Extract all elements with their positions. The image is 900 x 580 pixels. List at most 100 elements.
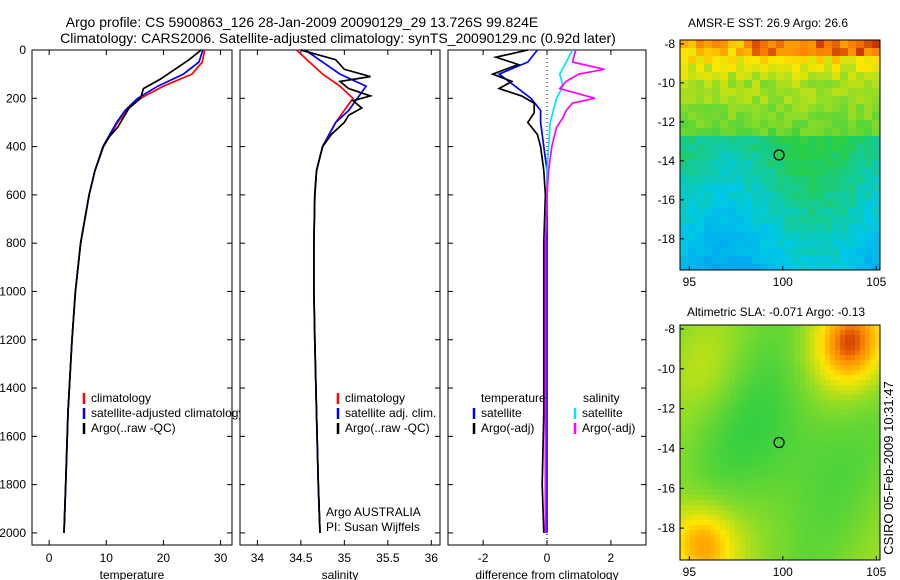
sla-cell (745, 490, 751, 496)
sla-cell (720, 465, 726, 471)
sst-cell (824, 160, 833, 169)
sla-cell (725, 385, 731, 391)
sst-cell (704, 192, 713, 201)
sla-cell (755, 395, 761, 401)
sla-cell (875, 480, 881, 486)
sst-cell (720, 104, 729, 113)
sla-cell (860, 385, 866, 391)
sst-cell (768, 192, 777, 201)
sla-cell (800, 400, 806, 406)
sla-cell (740, 350, 746, 356)
sla-cell (710, 460, 716, 466)
sla-cell (825, 325, 831, 331)
sla-cell (755, 365, 761, 371)
sla-cell (680, 490, 686, 496)
sla-cell (750, 550, 756, 556)
sst-cell (872, 200, 881, 209)
sst-cell (840, 208, 849, 217)
sst-cell (760, 160, 769, 169)
sla-cell (760, 395, 766, 401)
sla-cell (730, 450, 736, 456)
sla-cell (865, 550, 871, 556)
sst-cell (832, 112, 841, 121)
sla-cell (810, 345, 816, 351)
sla-cell (690, 555, 696, 561)
sla-cell (805, 545, 811, 551)
sla-cell (865, 445, 871, 451)
sst-cell (736, 240, 745, 249)
sst-cell (832, 248, 841, 257)
sla-cell (775, 345, 781, 351)
sst-cell (776, 216, 785, 225)
sla-cell (695, 535, 701, 541)
sst-cell (824, 240, 833, 249)
salinity-series-argo (300, 49, 374, 533)
sla-cell (700, 550, 706, 556)
sla-cell (805, 350, 811, 356)
sla-cell (835, 495, 841, 501)
sst-cell (856, 208, 865, 217)
sla-cell (865, 520, 871, 526)
sla-cell (710, 400, 716, 406)
sla-cell (840, 340, 846, 346)
sla-cell (680, 555, 686, 561)
sla-cell (835, 480, 841, 486)
sla-cell (755, 325, 761, 331)
sla-cell (760, 520, 766, 526)
sla-cell (740, 360, 746, 366)
sst-cell (856, 104, 865, 113)
sla-cell (700, 555, 706, 561)
sla-cell (845, 325, 851, 331)
sst-cell (760, 176, 769, 185)
sst-cell (680, 240, 689, 249)
sla-cell (875, 360, 881, 366)
sla-cell (690, 365, 696, 371)
sla-cell (840, 500, 846, 506)
sla-cell (875, 455, 881, 461)
sla-ytick-label: -18 (658, 521, 676, 535)
sla-cell (815, 420, 821, 426)
sst-cell (808, 40, 817, 49)
sla-cell (725, 445, 731, 451)
sla-cell (740, 465, 746, 471)
sla-cell (860, 345, 866, 351)
sst-cell (720, 224, 729, 233)
sst-cell (720, 96, 729, 105)
sst-ytick-label: -14 (658, 154, 676, 168)
sla-cell (705, 355, 711, 361)
sla-xtick-label: 105 (866, 565, 886, 579)
sla-cell (835, 445, 841, 451)
sla-cell (710, 545, 716, 551)
sst-map-panel: AMSR-E SST: 26.9 Argo: 26.6 95 100 105-8-1… (658, 16, 887, 289)
sla-cell (855, 465, 861, 471)
sla-cell (830, 410, 836, 416)
sla-cell (680, 445, 686, 451)
sla-cell (790, 375, 796, 381)
sst-cell (832, 40, 841, 49)
sla-cell (730, 415, 736, 421)
sst-cell (816, 88, 825, 97)
sla-cell (850, 430, 856, 436)
sla-cell (875, 385, 881, 391)
sla-cell (700, 480, 706, 486)
sla-cell (770, 480, 776, 486)
sla-cell (805, 345, 811, 351)
sla-cell (790, 510, 796, 516)
sst-cell (832, 72, 841, 81)
sla-cell (695, 350, 701, 356)
sst-cell (688, 160, 697, 169)
sla-cell (790, 450, 796, 456)
sla-cell (805, 390, 811, 396)
sla-cell (770, 485, 776, 491)
sla-cell (850, 460, 856, 466)
sla-cell (710, 515, 716, 521)
sla-cell (725, 485, 731, 491)
sst-cell (784, 56, 793, 65)
sla-cell (740, 425, 746, 431)
sla-cell (850, 485, 856, 491)
sla-cell (875, 510, 881, 516)
sla-cell (720, 480, 726, 486)
sla-cell (715, 470, 721, 476)
sst-cell (800, 96, 809, 105)
sst-cell (768, 176, 777, 185)
